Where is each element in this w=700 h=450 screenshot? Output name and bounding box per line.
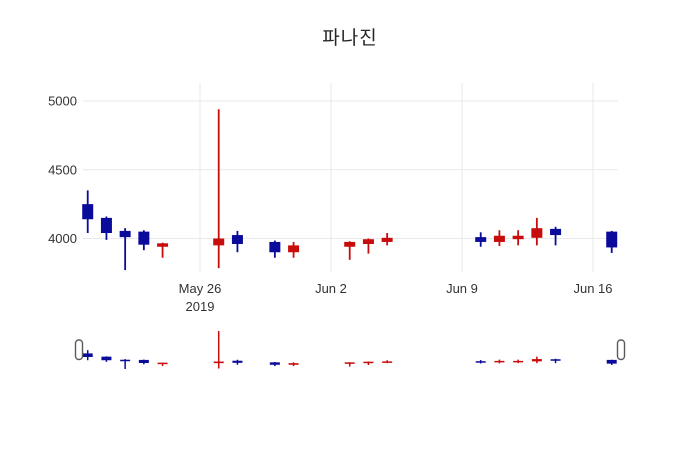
candle-body bbox=[344, 241, 356, 247]
mini-candle-body bbox=[494, 360, 505, 363]
rangeslider-mini-candle bbox=[513, 359, 524, 364]
mini-candle-body bbox=[101, 356, 112, 361]
rangeslider-mini-candle bbox=[494, 359, 505, 364]
candle-body bbox=[213, 238, 225, 246]
candle-up bbox=[344, 241, 356, 260]
candle-up bbox=[157, 242, 169, 258]
candle-body bbox=[606, 231, 618, 248]
candle-down bbox=[550, 226, 562, 246]
y-tick-label: 4000 bbox=[48, 231, 77, 246]
candle-body bbox=[119, 230, 131, 238]
mini-candle-body bbox=[138, 359, 149, 363]
candle-down bbox=[606, 230, 618, 253]
chart-title: 파나진 bbox=[322, 28, 378, 49]
candle-down bbox=[138, 230, 150, 251]
rangeslider-mini-candle bbox=[606, 359, 617, 365]
mini-candle-body bbox=[157, 362, 168, 365]
candle-body bbox=[157, 243, 169, 247]
y-tick-label: 5000 bbox=[48, 94, 77, 109]
rangeslider-mini-candle bbox=[475, 360, 486, 364]
rangeslider-mini-candle bbox=[344, 362, 355, 367]
mini-candle-body bbox=[475, 361, 486, 363]
candle-body bbox=[269, 241, 281, 253]
candle-down bbox=[475, 232, 487, 247]
rangeslider-mini-candle bbox=[232, 359, 243, 365]
rangeslider-mini-candle bbox=[138, 359, 149, 365]
main-candles bbox=[82, 109, 618, 271]
rangeslider-mini-candle bbox=[82, 350, 93, 361]
candle-down bbox=[100, 216, 112, 240]
gridlines bbox=[83, 83, 618, 272]
rangeslider-mini-candle bbox=[101, 356, 112, 362]
rangeslider-mini-candle bbox=[120, 359, 131, 369]
candle-up bbox=[213, 109, 225, 269]
mini-candle-body bbox=[382, 361, 393, 363]
y-tick-label: 4500 bbox=[48, 162, 77, 177]
candle-body bbox=[288, 245, 300, 253]
mini-candle-body bbox=[531, 359, 542, 362]
candle-body bbox=[531, 228, 543, 238]
rangeslider-mini-candle bbox=[363, 361, 374, 366]
mini-candle-body bbox=[120, 359, 131, 362]
candle-body bbox=[512, 235, 524, 240]
rangeslider[interactable] bbox=[74, 331, 626, 369]
x-tick-label: Jun 16 bbox=[573, 281, 612, 296]
rangeslider-right-handle[interactable] bbox=[616, 339, 626, 361]
rangeslider-left-handle[interactable] bbox=[74, 339, 84, 361]
candle-body bbox=[475, 237, 487, 242]
candle-down bbox=[82, 190, 94, 233]
candle-down bbox=[231, 230, 243, 253]
candle-up bbox=[381, 233, 393, 246]
rangeslider-mini-candle bbox=[382, 360, 393, 364]
candle-up bbox=[531, 217, 543, 246]
rangeslider-mini-candle bbox=[550, 358, 561, 364]
candle-body bbox=[381, 237, 393, 242]
mini-candle-body bbox=[606, 359, 617, 364]
candle-body bbox=[362, 239, 374, 244]
candle-up bbox=[362, 238, 374, 254]
mini-candle-body bbox=[213, 361, 224, 364]
candle-body bbox=[138, 231, 150, 245]
mini-candle-body bbox=[513, 360, 524, 363]
mini-candle-body bbox=[82, 353, 93, 357]
candle-body bbox=[82, 204, 94, 220]
candle-body bbox=[231, 235, 243, 244]
mini-candle-body bbox=[363, 361, 374, 364]
mini-candle-body bbox=[288, 363, 299, 365]
mini-candle-body bbox=[344, 362, 355, 364]
rangeslider-track[interactable] bbox=[79, 337, 622, 369]
rangeslider-mini-candle bbox=[288, 362, 299, 367]
mini-candle-body bbox=[550, 359, 561, 361]
candle-body bbox=[550, 228, 562, 236]
candle-up bbox=[512, 230, 524, 246]
candle-down bbox=[269, 240, 281, 258]
rangeslider-mini-candle bbox=[157, 362, 168, 367]
rangeslider-mini-candle bbox=[213, 331, 224, 369]
candle-up bbox=[493, 230, 505, 247]
x-tick-label: Jun 2 bbox=[315, 281, 347, 296]
mini-candle-body bbox=[269, 362, 280, 365]
x-tick-label: Jun 9 bbox=[446, 281, 478, 296]
x-tick-sublabel: 2019 bbox=[186, 299, 215, 314]
candle-down bbox=[119, 228, 131, 271]
candle-up bbox=[288, 241, 300, 258]
x-tick-label: May 26 bbox=[179, 281, 222, 296]
rangeslider-mini-candle bbox=[531, 356, 542, 364]
mini-candle-body bbox=[232, 360, 243, 363]
candle-body bbox=[493, 235, 505, 242]
rangeslider-mini-candle bbox=[269, 362, 280, 367]
axis-tick-labels: 5000 4500 4000 May 26 2019 Jun 2 Jun 9 Jun 16 bbox=[48, 94, 612, 315]
candle-body bbox=[100, 217, 112, 233]
